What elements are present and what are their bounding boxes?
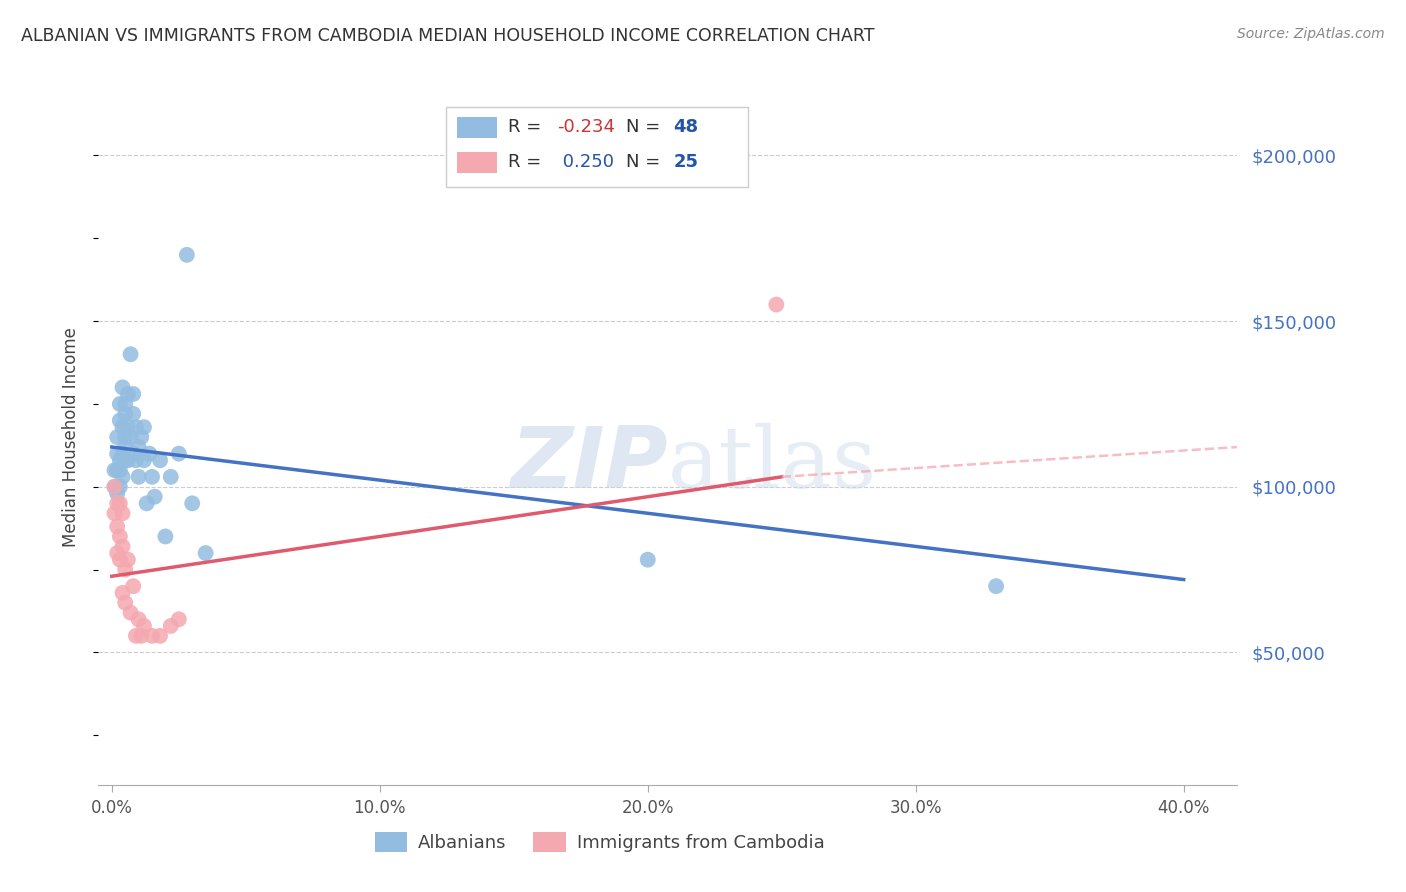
Point	[167, 447, 190, 461]
Point	[765, 297, 787, 311]
Point	[108, 529, 131, 543]
Point	[111, 420, 134, 434]
Point	[125, 420, 148, 434]
Point	[194, 546, 217, 560]
Point	[114, 430, 136, 444]
Point	[132, 453, 155, 467]
Point	[105, 496, 128, 510]
Point	[167, 612, 190, 626]
Point	[114, 563, 136, 577]
Point	[141, 629, 163, 643]
Point	[111, 380, 134, 394]
Point	[120, 430, 142, 444]
Point	[108, 397, 131, 411]
Point	[122, 387, 145, 401]
Y-axis label: Median Household Income: Median Household Income	[62, 327, 80, 547]
Point	[108, 413, 131, 427]
Point	[122, 579, 145, 593]
Point	[103, 463, 125, 477]
Point	[108, 496, 131, 510]
Point	[129, 430, 152, 444]
Point	[125, 453, 148, 467]
Point	[108, 453, 131, 467]
Text: Source: ZipAtlas.com: Source: ZipAtlas.com	[1237, 27, 1385, 41]
Point	[132, 619, 155, 633]
Point	[114, 440, 136, 454]
Point	[114, 596, 136, 610]
Point	[125, 629, 148, 643]
Point	[637, 552, 659, 566]
Point	[155, 529, 177, 543]
Point	[105, 519, 128, 533]
Text: atlas: atlas	[668, 424, 877, 507]
Point	[120, 606, 142, 620]
Text: R =: R =	[509, 119, 547, 136]
Point	[984, 579, 1007, 593]
Point	[105, 447, 128, 461]
Point	[138, 447, 160, 461]
Text: -0.234: -0.234	[557, 119, 616, 136]
Point	[149, 453, 172, 467]
Point	[128, 470, 150, 484]
Bar	[457, 152, 498, 173]
Point	[111, 447, 134, 461]
Point	[159, 470, 181, 484]
Point	[176, 248, 198, 262]
Point	[111, 586, 134, 600]
Text: 25: 25	[673, 153, 699, 171]
Point	[117, 552, 139, 566]
Point	[120, 347, 142, 361]
Point	[111, 506, 134, 520]
Point	[129, 629, 152, 643]
Legend: Albanians, Immigrants from Cambodia: Albanians, Immigrants from Cambodia	[374, 831, 824, 853]
Text: 48: 48	[673, 119, 699, 136]
Point	[105, 486, 128, 500]
Text: R =: R =	[509, 153, 547, 171]
Point	[114, 407, 136, 421]
Point	[103, 480, 125, 494]
FancyBboxPatch shape	[446, 106, 748, 186]
Text: N =: N =	[626, 119, 665, 136]
Text: ZIP: ZIP	[510, 424, 668, 507]
Text: N =: N =	[626, 153, 665, 171]
Point	[114, 397, 136, 411]
Point	[103, 506, 125, 520]
Point	[128, 440, 150, 454]
Point	[159, 619, 181, 633]
Point	[111, 540, 134, 554]
Point	[141, 470, 163, 484]
Point	[135, 496, 157, 510]
Point	[105, 463, 128, 477]
Point	[111, 470, 134, 484]
Point	[117, 453, 139, 467]
Point	[128, 612, 150, 626]
Point	[108, 552, 131, 566]
Point	[122, 407, 145, 421]
Point	[103, 480, 125, 494]
Point	[143, 490, 166, 504]
Point	[117, 387, 139, 401]
Point	[108, 480, 131, 494]
Point	[122, 447, 145, 461]
Point	[114, 453, 136, 467]
Bar	[457, 117, 498, 138]
Point	[132, 420, 155, 434]
Point	[108, 463, 131, 477]
Point	[181, 496, 204, 510]
Point	[117, 420, 139, 434]
Point	[105, 430, 128, 444]
Point	[149, 629, 172, 643]
Text: ALBANIAN VS IMMIGRANTS FROM CAMBODIA MEDIAN HOUSEHOLD INCOME CORRELATION CHART: ALBANIAN VS IMMIGRANTS FROM CAMBODIA MED…	[21, 27, 875, 45]
Text: 0.250: 0.250	[557, 153, 614, 171]
Point	[105, 546, 128, 560]
